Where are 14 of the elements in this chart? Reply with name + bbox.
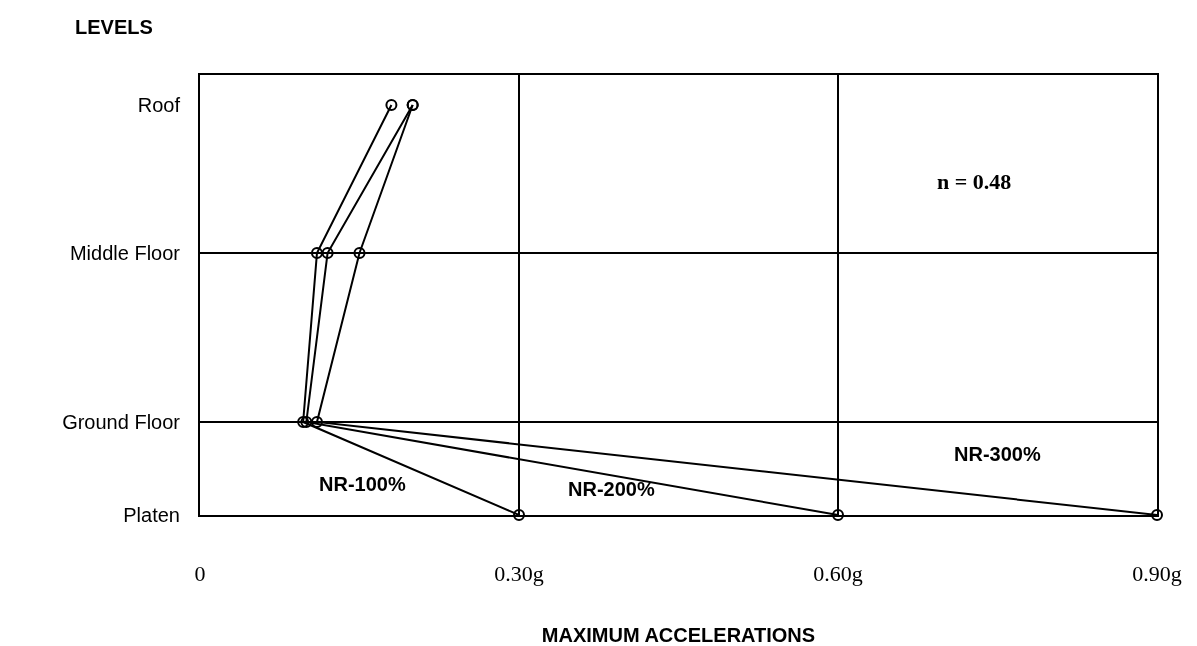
series-label: NR-300% xyxy=(954,443,1041,465)
series-label: NR-200% xyxy=(568,478,655,500)
series-label: NR-100% xyxy=(319,473,406,495)
y-axis-title: LEVELS xyxy=(75,16,153,38)
x-tick-label: 0.30g xyxy=(494,561,544,587)
y-tick-label: Platen xyxy=(123,504,180,526)
annotation: n = 0.48 xyxy=(937,169,1012,194)
y-tick-label: Middle Floor xyxy=(69,242,181,264)
y-tick-label: Roof xyxy=(137,94,181,116)
x-tick-label: 0.60g xyxy=(813,561,863,587)
x-axis-title: MAXIMUM ACCELERATIONS xyxy=(541,624,816,646)
x-tick-label: 0 xyxy=(194,561,206,587)
y-tick-label: Ground Floor xyxy=(62,411,181,433)
x-tick-label: 0.90g xyxy=(1132,561,1182,587)
